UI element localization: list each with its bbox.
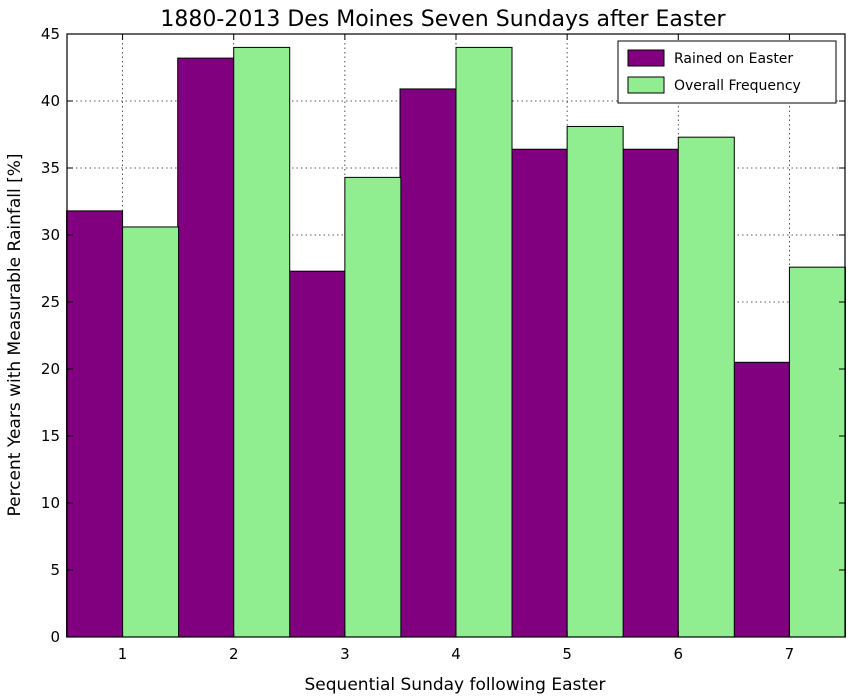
y-tick-label: 10 — [41, 494, 60, 512]
bar-overall-frequency-4 — [455, 46, 513, 638]
x-tick-label: 4 — [451, 645, 461, 663]
bar-rained-on-easter-6 — [621, 148, 679, 638]
bar-overall-frequency-5 — [566, 125, 624, 638]
bar-overall-frequency-3 — [344, 176, 402, 638]
y-tick-label: 0 — [50, 628, 60, 646]
bar-overall-frequency-7 — [788, 266, 846, 638]
y-tick-label: 45 — [41, 25, 60, 43]
chart-title: 1880-2013 Des Moines Seven Sundays after… — [160, 7, 726, 32]
legend: Rained on Easter Overall Frequency — [617, 40, 837, 104]
bar-rained-on-easter-5 — [510, 148, 568, 638]
bar-rained-on-easter-3 — [288, 270, 346, 638]
x-tick-label: 1 — [118, 645, 128, 663]
bar-overall-frequency-2 — [233, 46, 291, 638]
y-tick-label: 5 — [50, 561, 60, 579]
bar-rained-on-easter-1 — [66, 210, 124, 638]
legend-label: Rained on Easter — [674, 51, 793, 67]
x-axis-label: Sequential Sunday following Easter — [305, 675, 606, 695]
x-tick-label: 6 — [674, 645, 684, 663]
bars — [66, 46, 846, 638]
bar-rained-on-easter-7 — [732, 361, 790, 638]
bar-rained-on-easter-2 — [177, 57, 235, 638]
legend-swatch — [627, 76, 665, 94]
bar-rained-on-easter-4 — [399, 88, 457, 638]
y-tick-label: 30 — [41, 226, 60, 244]
legend-swatch — [627, 49, 665, 67]
y-tick-label: 15 — [41, 427, 60, 445]
plot-frame — [66, 33, 846, 638]
legend-label: Overall Frequency — [674, 78, 801, 94]
y-tick-label: 20 — [41, 360, 60, 378]
x-tick-label: 2 — [229, 645, 239, 663]
bar-overall-frequency-1 — [122, 226, 180, 638]
x-tick-label: 7 — [785, 645, 795, 663]
bar-overall-frequency-6 — [677, 136, 735, 638]
y-tick-label: 40 — [41, 92, 60, 110]
y-axis-label: Percent Years with Measurable Rainfall [… — [5, 153, 25, 516]
x-tick-label: 5 — [562, 645, 572, 663]
y-tick-label: 35 — [41, 159, 60, 177]
y-tick-label: 25 — [41, 293, 60, 311]
x-tick-label: 3 — [340, 645, 350, 663]
